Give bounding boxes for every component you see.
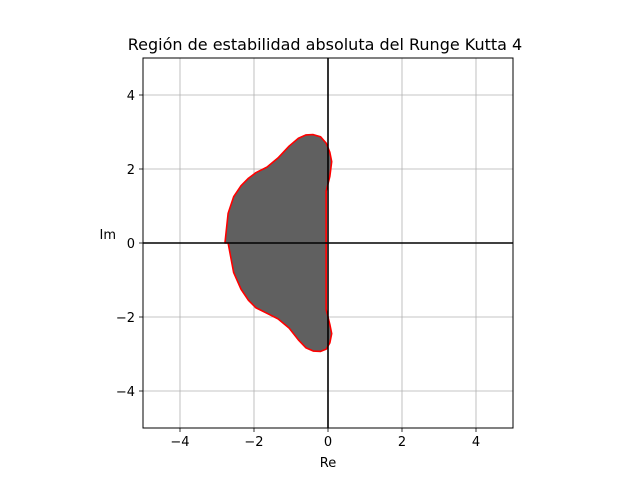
chart-title: Región de estabilidad absoluta del Runge…: [128, 35, 522, 54]
y-tick-label: −4: [116, 385, 135, 400]
y-axis-label: Im: [100, 228, 117, 243]
x-tick-label: 2: [398, 435, 406, 450]
zero-axis-lines: [143, 58, 513, 428]
y-tick-label: 0: [127, 237, 135, 252]
y-tick-label: 2: [127, 163, 135, 178]
x-tick-label: 0: [324, 435, 332, 450]
ticks: −4 −2 0 2 4 −4 −2 0 2 4: [116, 89, 480, 450]
y-tick-label: 4: [127, 89, 135, 104]
x-tick-label: 4: [472, 435, 480, 450]
x-tick-label: −4: [170, 435, 189, 450]
x-tick-label: −2: [244, 435, 263, 450]
y-tick-label: −2: [116, 311, 135, 326]
x-axis-label: Re: [320, 456, 336, 471]
